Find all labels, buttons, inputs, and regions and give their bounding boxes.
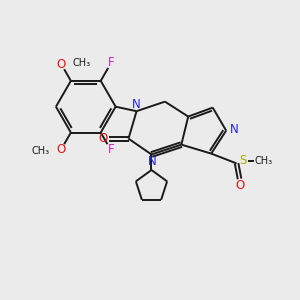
Text: F: F [107,143,114,156]
Text: N: N [230,124,238,136]
Text: O: O [56,143,66,156]
Text: N: N [148,155,157,168]
Text: CH₃: CH₃ [254,156,272,166]
Text: O: O [236,179,245,192]
Text: O: O [98,132,107,145]
Text: F: F [108,56,115,69]
Text: CH₃: CH₃ [32,146,50,156]
Text: S: S [239,154,246,167]
Text: N: N [132,98,141,111]
Text: CH₃: CH₃ [73,58,91,68]
Text: O: O [56,58,66,70]
